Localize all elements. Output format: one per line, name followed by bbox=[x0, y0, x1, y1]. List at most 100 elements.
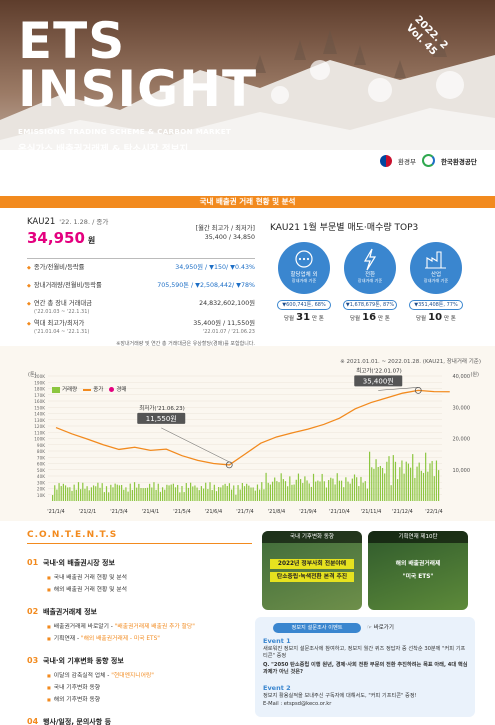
section-item: 이달의 감축실적 업체 - "현대엔지니어링" bbox=[47, 670, 252, 679]
x-tick: '21/2/1 bbox=[79, 509, 96, 515]
sector-label: 할당업체 외 장내거래 기준 bbox=[278, 272, 330, 284]
stat-period: ('22.01.03 ~ '22.1.31) bbox=[34, 309, 90, 315]
volume-bar bbox=[142, 488, 144, 501]
y-left-tick: 60K bbox=[37, 462, 45, 467]
section-item: 기획연재 - "해외 배출권거래제 - 미국 ETS" bbox=[47, 633, 252, 642]
x-tick: '21/11/4 bbox=[361, 509, 382, 515]
legend-swatch bbox=[83, 388, 92, 391]
price-summary-panel: KAU21'22. 1.28. / 종가 34,950 원 [월간 최고가 / 최… bbox=[27, 216, 255, 347]
volume-bar bbox=[349, 483, 351, 501]
volume-bar bbox=[287, 486, 289, 501]
volume-bar bbox=[60, 486, 62, 501]
volume-bar bbox=[121, 484, 123, 501]
volume-bar bbox=[185, 483, 187, 501]
section-number: 02 bbox=[27, 607, 39, 616]
volume-bar bbox=[192, 486, 194, 501]
event2-title: Event 2 bbox=[263, 684, 291, 692]
event1-title: Event 1 bbox=[263, 637, 291, 645]
volume-bar bbox=[416, 466, 418, 501]
volume-bar bbox=[226, 485, 228, 501]
footnote: ※장내거래량 및 연간 총 거래대금은 유상할당(경매)를 포함합니다. bbox=[116, 341, 255, 347]
annotation-leader bbox=[378, 387, 419, 391]
monthly-range: [월간 최고가 / 최저가] 35,400 / 34,850 bbox=[185, 224, 255, 242]
volume-bar bbox=[230, 489, 233, 501]
volume-bar bbox=[267, 482, 269, 501]
volume-bar bbox=[392, 455, 394, 501]
volume-bar bbox=[118, 485, 121, 501]
product-line: KAU21'22. 1.28. / 종가 bbox=[27, 216, 255, 227]
volume-bar bbox=[390, 485, 392, 501]
volume-bar bbox=[252, 487, 254, 501]
closing-price: 34,950 원 bbox=[27, 229, 255, 247]
volume-bar bbox=[403, 473, 405, 501]
right-axis-unit: (원) bbox=[470, 372, 479, 378]
y-left-tick: 50K bbox=[37, 468, 45, 473]
y-left-tick: 140K bbox=[34, 412, 45, 417]
section-header: 국내 배출권 거래 현황 및 분석 bbox=[0, 196, 495, 208]
volume-bar bbox=[161, 487, 164, 501]
card-title: 기획연재 제10탄 bbox=[368, 531, 468, 543]
volume-bar bbox=[110, 484, 112, 501]
volume-bar bbox=[321, 473, 323, 501]
volume-bar bbox=[190, 482, 192, 501]
section-number: 03 bbox=[27, 656, 39, 665]
card-line: 해외 배출권거래제 bbox=[395, 561, 441, 567]
volume-bar bbox=[220, 487, 222, 501]
volume-bar bbox=[263, 489, 265, 501]
volume-bar bbox=[125, 487, 127, 501]
volume-bar bbox=[427, 471, 429, 501]
sector-name: 전환 bbox=[364, 272, 376, 278]
volume-bar bbox=[306, 480, 308, 501]
section-title: 국내·외 기후변화 동향 정보 bbox=[43, 657, 124, 665]
volume-bar bbox=[52, 495, 54, 501]
volume-bar bbox=[114, 483, 116, 501]
volume-bar bbox=[105, 486, 108, 501]
sector-count: 당월 16 만 톤 bbox=[350, 312, 390, 323]
left-axis-unit: (톤) bbox=[28, 372, 37, 378]
volume-bar bbox=[254, 490, 256, 501]
volume-bar bbox=[386, 461, 388, 501]
volume-bar bbox=[138, 483, 140, 501]
volume-bar bbox=[351, 478, 353, 501]
count-label: 당월 bbox=[284, 316, 295, 322]
section-title: 국내·외 배출권시장 정보 bbox=[43, 559, 115, 567]
x-tick: '21/10/4 bbox=[329, 509, 350, 515]
volume-bar bbox=[56, 489, 58, 501]
sector-amount: ▼600,741톤, 68% bbox=[277, 300, 331, 310]
annotation-box bbox=[137, 412, 186, 424]
volume-bar bbox=[271, 481, 274, 501]
volume-bar bbox=[84, 488, 86, 501]
volume-bar bbox=[297, 473, 300, 501]
y-left-tick: 120K bbox=[34, 424, 45, 429]
event-link[interactable]: ☞ 바로가기 bbox=[367, 623, 394, 631]
x-tick: '21/8/4 bbox=[268, 509, 285, 515]
title-line2: INSIGHT bbox=[18, 60, 258, 118]
volume-bar bbox=[179, 492, 181, 501]
volume-bar bbox=[317, 480, 319, 501]
annotation-value: 11,550원 bbox=[146, 414, 177, 423]
x-tick: '21/4/1 bbox=[142, 509, 159, 515]
legend-swatch bbox=[109, 387, 115, 392]
volume-bar bbox=[194, 485, 196, 501]
card-series[interactable]: 기획연재 제10탄 해외 배출권거래제 "미국 ETS" bbox=[368, 531, 468, 610]
volume-bar bbox=[222, 485, 224, 501]
volume-bar bbox=[368, 451, 371, 501]
product-name: KAU21 bbox=[27, 217, 56, 227]
volume-bar bbox=[379, 465, 381, 501]
contents-section: 02 배출권거래제 정보배출권거래제 바로알기 - "배출권거래제 배출권 추가 … bbox=[27, 599, 252, 642]
volume-bar bbox=[265, 472, 267, 501]
sector-circle: 전환 장내거래 기준 bbox=[344, 242, 396, 294]
contents-title: C.O.N.T.E.N.T.S bbox=[27, 530, 252, 544]
y-left-tick: 130K bbox=[34, 418, 45, 423]
sector-sub: 장내거래 기준 bbox=[291, 278, 317, 283]
count-unit: 만 톤 bbox=[378, 316, 390, 322]
count-value: 31 bbox=[296, 312, 311, 323]
volume-bar bbox=[364, 481, 366, 501]
section-item: 해외 기후변화 동향 bbox=[47, 694, 252, 703]
volume-bar bbox=[64, 485, 67, 501]
volume-bar bbox=[323, 481, 325, 501]
volume-bar bbox=[308, 483, 310, 501]
sector-count: 당월 10 만 톤 bbox=[416, 312, 456, 323]
card-climate-trend[interactable]: 국내 기후변화 동향 2022년 정부사회 전분야에 탄소중립·녹색전환 본격 … bbox=[262, 531, 362, 610]
